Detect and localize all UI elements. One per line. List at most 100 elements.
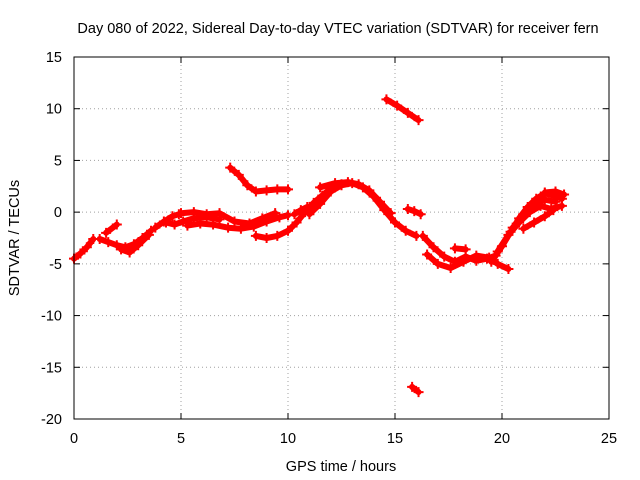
data-point xyxy=(449,243,460,254)
tick-marks xyxy=(73,56,610,420)
data-point xyxy=(507,222,518,233)
x-axis-label: GPS time / hours xyxy=(286,459,396,475)
data-point xyxy=(291,217,302,228)
data-point xyxy=(283,184,293,195)
data-track-24 xyxy=(539,186,570,200)
track-line xyxy=(103,221,120,236)
data-point xyxy=(261,233,272,243)
data-point xyxy=(529,217,540,228)
data-point xyxy=(415,209,426,220)
data-point xyxy=(302,201,313,212)
data-track-8 xyxy=(176,207,281,229)
data-point xyxy=(295,205,306,216)
track-line xyxy=(383,96,422,124)
data-track-9 xyxy=(225,162,293,197)
data-track-11 xyxy=(289,201,313,220)
y-tick-label: -15 xyxy=(41,360,62,376)
y-tick-label: -5 xyxy=(49,257,62,273)
data-point xyxy=(242,180,253,191)
data-point xyxy=(556,200,567,211)
data-point xyxy=(518,211,529,222)
data-point xyxy=(75,248,86,259)
data-point xyxy=(439,251,450,262)
data-point xyxy=(167,211,178,222)
data-point xyxy=(486,256,497,267)
x-tick-label: 20 xyxy=(494,431,510,447)
data-point xyxy=(539,211,550,222)
data-point xyxy=(272,230,283,241)
data-point xyxy=(550,196,561,207)
x-tick-labels: 0 5 10 15 20 25 xyxy=(70,431,617,447)
data-point xyxy=(195,218,206,229)
x-tick-label: 5 xyxy=(177,431,185,447)
data-point xyxy=(143,229,154,240)
track-line xyxy=(520,207,557,232)
data-point xyxy=(283,210,293,221)
data-tracks xyxy=(69,94,570,398)
data-track-15 xyxy=(402,204,426,220)
data-point xyxy=(529,199,540,210)
data-point xyxy=(233,169,244,180)
data-point xyxy=(250,230,261,241)
data-point xyxy=(261,185,272,196)
chart-title: Day 080 of 2022, Sidereal Day-to-day VTE… xyxy=(77,21,598,37)
data-point xyxy=(402,107,413,118)
track-line xyxy=(152,211,182,231)
track-line xyxy=(71,236,97,262)
data-point xyxy=(111,219,122,230)
data-point xyxy=(390,217,400,228)
data-track-4 xyxy=(116,229,154,258)
data-point xyxy=(188,207,199,218)
y-tick-label: 5 xyxy=(54,153,62,169)
data-point xyxy=(518,223,529,234)
data-point xyxy=(381,94,392,105)
data-point xyxy=(330,178,341,189)
data-point xyxy=(283,225,293,236)
data-point xyxy=(161,217,172,228)
grid xyxy=(74,57,609,419)
data-point xyxy=(503,229,514,240)
data-point xyxy=(176,208,186,219)
y-tick-label: 10 xyxy=(46,102,62,118)
data-point xyxy=(409,206,420,217)
data-point xyxy=(492,258,503,269)
data-point xyxy=(400,225,411,236)
data-track-16 xyxy=(407,381,424,398)
data-point xyxy=(413,115,424,126)
data-point xyxy=(244,218,255,229)
data-point xyxy=(539,187,550,198)
data-point xyxy=(428,242,439,253)
data-point xyxy=(353,179,364,190)
x-tick-label: 0 xyxy=(70,431,78,447)
data-point xyxy=(270,208,281,219)
data-point xyxy=(103,237,114,248)
data-point xyxy=(201,209,212,220)
data-point xyxy=(460,244,471,255)
data-point xyxy=(422,249,433,260)
x-tick-label: 25 xyxy=(601,431,617,447)
data-point xyxy=(150,222,161,233)
data-track-1 xyxy=(69,234,99,264)
data-point xyxy=(289,209,300,220)
data-point xyxy=(208,219,219,230)
data-point xyxy=(385,208,396,219)
data-point xyxy=(559,189,570,200)
data-point xyxy=(548,205,559,216)
data-point xyxy=(492,246,503,257)
data-point xyxy=(402,204,413,215)
data-point xyxy=(342,177,353,188)
data-point xyxy=(124,247,135,258)
data-point xyxy=(214,208,225,219)
data-point xyxy=(375,196,386,207)
data-point xyxy=(458,256,469,267)
data-point xyxy=(392,100,403,111)
data-track-13 xyxy=(315,177,396,219)
data-point xyxy=(364,185,375,196)
data-point xyxy=(257,213,268,224)
data-point xyxy=(503,264,514,275)
x-tick-label: 15 xyxy=(387,431,403,447)
data-point xyxy=(417,230,428,241)
data-point xyxy=(225,162,236,173)
data-track-22 xyxy=(507,194,561,233)
